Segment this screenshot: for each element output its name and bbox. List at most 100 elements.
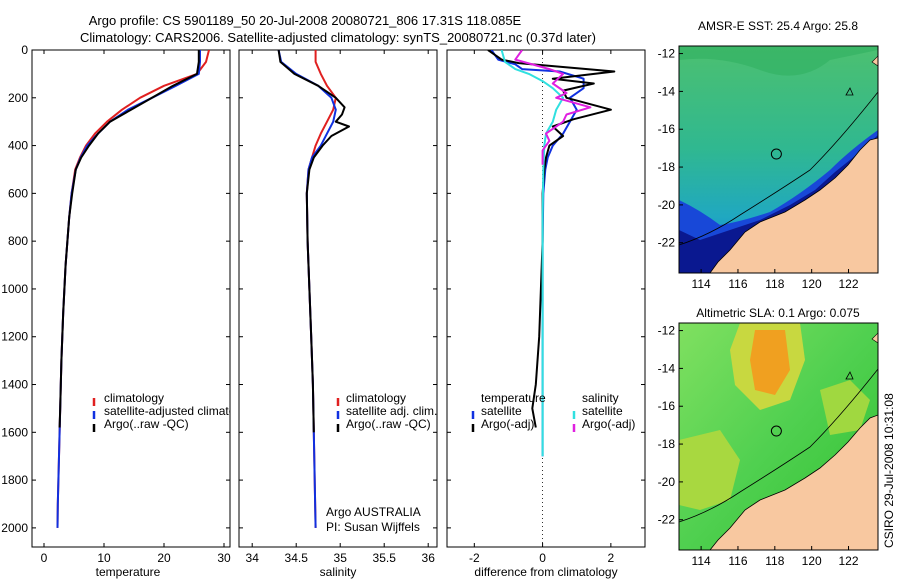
legend-label: Argo(-adj) (582, 417, 635, 431)
x-tick-label: 10 (97, 551, 111, 565)
argo-australia-annotation: Argo AUSTRALIA (326, 505, 421, 519)
sst-map-axes: 114 116 118 120 122 -12 -14 -16 -18 -20 -22 (658, 47, 859, 291)
map-lat-label: -20 (658, 198, 676, 212)
legend-label: climatology (104, 391, 164, 405)
salinity-legend: climatology satellite adj. clim. Argo(..… (336, 391, 437, 432)
temperature-x-axis: 0 10 20 30 (41, 50, 231, 565)
difference-x-axis: -2 0 2 (469, 50, 615, 565)
depth-tick-label: 0 (21, 43, 28, 57)
difference-depth-ticks (447, 49, 645, 529)
depth-tick-label: 600 (8, 186, 28, 200)
map-lon-label: 118 (765, 554, 784, 568)
depth-tick-label: 1000 (1, 282, 28, 296)
title-line-1: Argo profile: CS 5901189_50 20-Jul-2008 … (89, 13, 522, 28)
sst-map-title: AMSR-E SST: 25.4 Argo: 25.8 (698, 19, 858, 33)
x-tick-label: 35 (334, 551, 348, 565)
salinity-xlabel: salinity (320, 565, 357, 579)
map-lon-label: 122 (839, 277, 859, 291)
salinity-x-axis: 34 34.5 35 35.5 36 (246, 50, 436, 565)
sst-land (709, 137, 878, 273)
salinity-lines (277, 50, 350, 528)
map-lat-label: -22 (658, 236, 676, 250)
sst-reef-marker (845, 87, 854, 96)
depth-tick-label: 800 (8, 234, 28, 248)
temperature-panel: 0 200 400 600 800 1000 1200 1400 1600 1800 2000 0 1… (1, 43, 257, 579)
x-tick-label: 36 (422, 551, 436, 565)
legend-label: satellite (481, 404, 522, 418)
map-lon-label: 118 (765, 277, 784, 291)
sla-yellow-patch-west (679, 430, 740, 510)
x-tick-label: 0 (41, 551, 48, 565)
temperature-legend: climatology satellite-adjusted climatolo… (92, 391, 257, 432)
map-lat-label: -14 (658, 361, 676, 375)
legend-label: satellite-adjusted climatology (104, 404, 257, 418)
x-tick-label: 34 (246, 551, 260, 565)
sla-reef-marker (845, 371, 854, 380)
legend-header-temperature: temperature (481, 391, 546, 405)
x-tick-label: 2 (608, 551, 615, 565)
map-lon-label: 114 (692, 554, 711, 568)
depth-tick-label: 400 (8, 139, 28, 153)
sla-orange-patch (750, 330, 790, 395)
sst-map-field (679, 46, 878, 273)
map-lon-label: 120 (802, 554, 822, 568)
map-lat-label: -22 (658, 513, 676, 527)
depth-tick-label: 1800 (1, 473, 28, 487)
map-lon-label: 116 (728, 277, 747, 291)
argo-location-marker (770, 148, 782, 160)
sla-land (709, 414, 878, 550)
argo-location-marker (770, 425, 782, 437)
legend-label: climatology (346, 391, 406, 405)
csiro-credit: CSIRO 29-Jul-2008 10:31:08 (882, 393, 896, 548)
legend-label: Argo(..raw -QC) (346, 417, 431, 431)
depth-tick-label: 1600 (1, 425, 28, 439)
map-lat-label: -14 (658, 84, 676, 98)
sst-map-panel: AMSR-E SST: 25.4 Argo: 25.8 114 116 118 120… (658, 19, 879, 291)
salinity-axes-box (238, 49, 438, 548)
map-lon-label: 120 (802, 277, 822, 291)
map-lat-label: -16 (658, 122, 676, 136)
x-tick-label: 30 (217, 551, 231, 565)
sla-map-frame (678, 322, 879, 551)
temperature-lines (56, 50, 210, 528)
sst-island (871, 55, 878, 67)
sst-map-frame (678, 45, 879, 274)
map-lat-label: -12 (658, 47, 676, 61)
sla-map-title: Altimetric SLA: 0.1 Argo: 0.075 (696, 306, 860, 320)
map-lat-label: -20 (658, 475, 676, 489)
legend-label: Argo(..raw -QC) (104, 417, 189, 431)
temperature-xlabel: temperature (96, 565, 161, 579)
series-line-salinity-satellite (500, 50, 565, 457)
legend-label: satellite (582, 404, 623, 418)
map-lat-label: -12 (658, 324, 676, 338)
salinity-depth-ticks (239, 49, 437, 529)
series-line-salinity-argo-adj (514, 50, 592, 165)
depth-tick-label: 200 (8, 91, 28, 105)
difference-axes-box (446, 49, 646, 548)
series-line-temperature-argo-adj (487, 50, 616, 428)
difference-xlabel: difference from climatology (474, 565, 617, 579)
series-line-argo-raw-qc (277, 50, 350, 433)
salinity-panel: 34 34.5 35 35.5 36 salinity climatology sate… (238, 49, 438, 579)
legend-label: satellite adj. clim. (346, 404, 437, 418)
legend-header-salinity: salinity (582, 391, 619, 405)
difference-legend: temperature satellite Argo(-adj) salinit… (471, 391, 635, 432)
map-lat-label: -18 (658, 437, 676, 451)
map-lat-label: -18 (658, 160, 676, 174)
sla-map-axes: 114 116 118 120 122 -12 -14 -16 -18 -20 -22 (658, 324, 859, 568)
x-tick-label: 0 (539, 551, 546, 565)
sst-warm-patch (679, 46, 878, 76)
x-tick-label: 20 (157, 551, 171, 565)
sla-map-panel: Altimetric SLA: 0.1 Argo: 0.075 114 116 11… (658, 306, 879, 568)
map-lon-label: 114 (692, 277, 711, 291)
map-lon-label: 116 (728, 554, 747, 568)
difference-lines (487, 50, 616, 457)
depth-tick-label: 1400 (1, 378, 28, 392)
depth-tick-label: 1200 (1, 330, 28, 344)
difference-panel: -2 0 2 difference from climatology tempera… (446, 49, 646, 579)
map-lon-label: 122 (839, 554, 859, 568)
x-tick-label: -2 (469, 551, 480, 565)
sla-map-field (679, 323, 878, 550)
temperature-axes-box (31, 49, 231, 548)
